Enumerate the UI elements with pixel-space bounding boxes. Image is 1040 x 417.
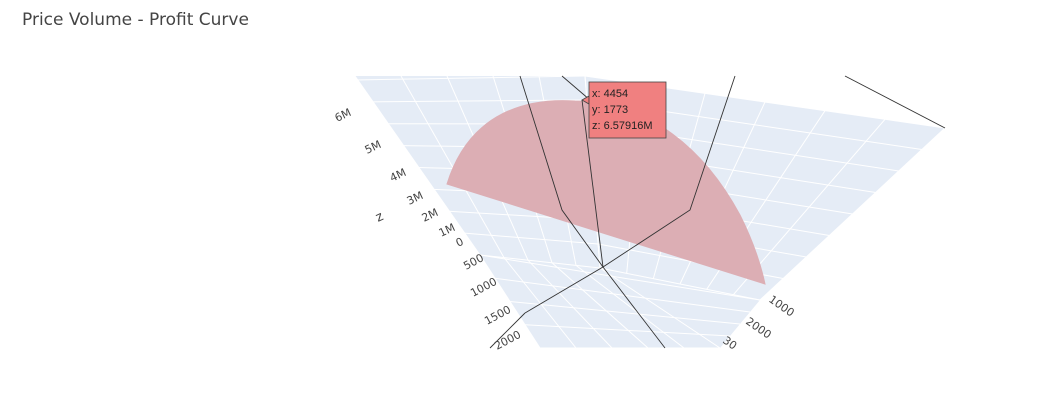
hover-x: x: 4454 <box>592 88 628 100</box>
y-tick-label: 1500 <box>482 303 513 328</box>
grid-line-floor-h <box>494 277 751 313</box>
spike-lines <box>489 75 946 349</box>
grid-line-floor-h <box>509 301 741 325</box>
grid-line-left <box>479 254 601 269</box>
z-axis-title: z <box>373 209 386 226</box>
x-tick-label: 1000 <box>766 293 796 320</box>
spike-line-f <box>524 266 604 314</box>
z-tick-label: 3M <box>405 189 425 208</box>
chart-title: Price Volume - Profit Curve <box>22 10 249 30</box>
spike-line-c <box>581 99 604 268</box>
spike-line-g <box>602 266 666 349</box>
spike-line-a <box>519 75 604 268</box>
y-tick-label: 1000 <box>468 275 499 300</box>
y-tick-label: 2000 <box>492 328 523 353</box>
z-tick-label: 6M <box>333 106 353 125</box>
hover-z: z: 6.57916M <box>592 120 653 132</box>
grid-line-left-v <box>400 76 505 258</box>
grid-line-left-v <box>354 76 481 256</box>
hover-y: y: 1773 <box>592 104 628 116</box>
z-tick-label: 4M <box>388 166 408 185</box>
grid-line-floor <box>575 265 685 348</box>
z-tick-label: 2M <box>420 206 440 225</box>
grid-line-left <box>354 76 586 81</box>
z-tick-label: 1M <box>437 221 457 240</box>
grid-line-left <box>464 232 599 245</box>
spike-line-d <box>561 75 591 101</box>
hover-box <box>588 81 667 139</box>
spike-line-e <box>844 75 946 129</box>
grid-line-floor <box>551 262 649 348</box>
spike-line-b <box>602 75 736 268</box>
floor-pane <box>480 255 760 348</box>
grid-line-left <box>370 99 587 103</box>
grid-line-floor-h <box>479 254 761 301</box>
grid-line-floor <box>503 257 577 348</box>
grid-line-floor <box>527 259 613 348</box>
grid-line-floor-h <box>524 324 731 337</box>
hover-tooltip: x: 4454 y: 1773 z: 6.57916M <box>581 81 667 139</box>
z-tick-label: 5M <box>363 138 383 157</box>
grid-line-right-v <box>759 127 946 301</box>
spike-line-h <box>489 312 526 349</box>
z-tick-label: 0 <box>454 235 466 250</box>
x-tick-label: 2000 <box>743 315 773 342</box>
